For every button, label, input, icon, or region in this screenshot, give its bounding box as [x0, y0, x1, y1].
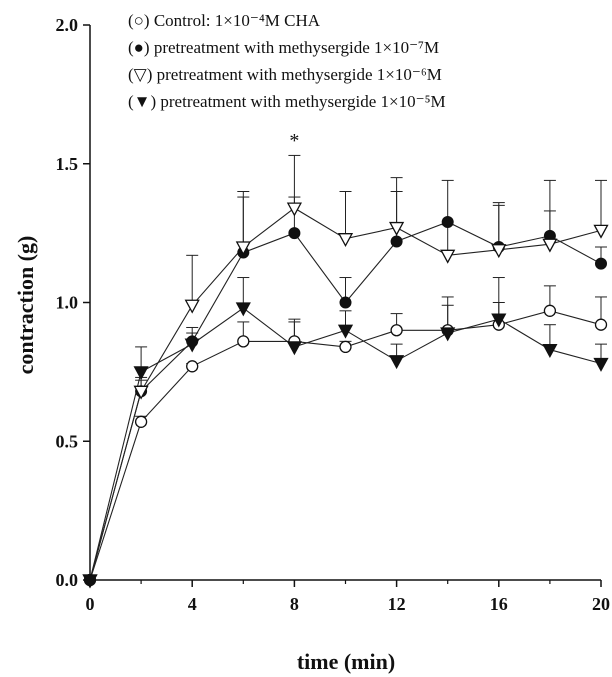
data-point: [390, 235, 403, 248]
data-point: [235, 302, 251, 317]
data-point: [339, 340, 352, 354]
x-tick-label: 16: [490, 594, 508, 614]
y-tick-label: 0.0: [56, 570, 79, 590]
y-tick-label: 2.0: [56, 15, 79, 35]
y-axis-title: contraction (g): [13, 236, 38, 375]
data-point: [542, 344, 558, 359]
x-tick-label: 20: [592, 594, 610, 614]
data-point: [337, 324, 354, 339]
legend-entry-control: (○) Control: 1×10⁻⁴M CHA: [128, 11, 321, 30]
data-point: [286, 341, 302, 356]
x-tick-label: 8: [290, 594, 299, 614]
data-point: [82, 574, 98, 589]
data-point: [595, 257, 607, 270]
data-point: [491, 313, 507, 328]
data-point: [286, 202, 302, 217]
x-axis-title: time (min): [297, 649, 395, 674]
y-tick-label: 0.5: [56, 431, 79, 451]
data-point: [235, 241, 251, 256]
legend-entry-methysergide-1e-7: (●) pretreatment with methysergide 1×10⁻…: [128, 38, 439, 57]
data-point: [491, 244, 507, 259]
data-point: [389, 221, 405, 236]
data-point: [186, 360, 199, 373]
data-point: [237, 335, 250, 348]
data-point: [542, 238, 558, 253]
data-point: [339, 296, 352, 309]
data-point: [337, 233, 354, 248]
data-point: [184, 299, 200, 314]
data-point: [288, 227, 301, 240]
data-point: [440, 327, 456, 342]
data-point: [593, 224, 609, 239]
data-point: [594, 318, 608, 331]
data-point: [390, 324, 403, 337]
legend: (○) Control: 1×10⁻⁴M CHA (●) pretreatmen…: [128, 11, 446, 111]
data-point: [184, 338, 200, 353]
y-tick-label: 1.5: [56, 154, 79, 174]
x-tick-label: 4: [188, 594, 197, 614]
data-point: [440, 249, 456, 264]
legend-entry-methysergide-1e-6: (▽) pretreatment with methysergide 1×10⁻…: [128, 65, 442, 84]
axes: 0 4 8 12 16 20 0.0 0.5 1.0 1.5 2.0: [56, 15, 611, 614]
y-tick-label: 1.0: [56, 293, 79, 313]
data-point: [134, 415, 148, 428]
series-line: [89, 221, 602, 581]
data-point: [593, 357, 609, 372]
data-point: [389, 355, 405, 370]
data-point: [133, 385, 149, 400]
x-tick-label: 12: [388, 594, 406, 614]
data-point: [543, 304, 557, 317]
data-point: [441, 216, 454, 229]
significance-marker: *: [289, 130, 299, 152]
data-point: [133, 366, 149, 381]
plot-area: *: [82, 130, 609, 589]
legend-entry-methysergide-1e-5: (▼) pretreatment with methysergide 1×10⁻…: [128, 92, 446, 111]
x-tick-label: 0: [86, 594, 95, 614]
